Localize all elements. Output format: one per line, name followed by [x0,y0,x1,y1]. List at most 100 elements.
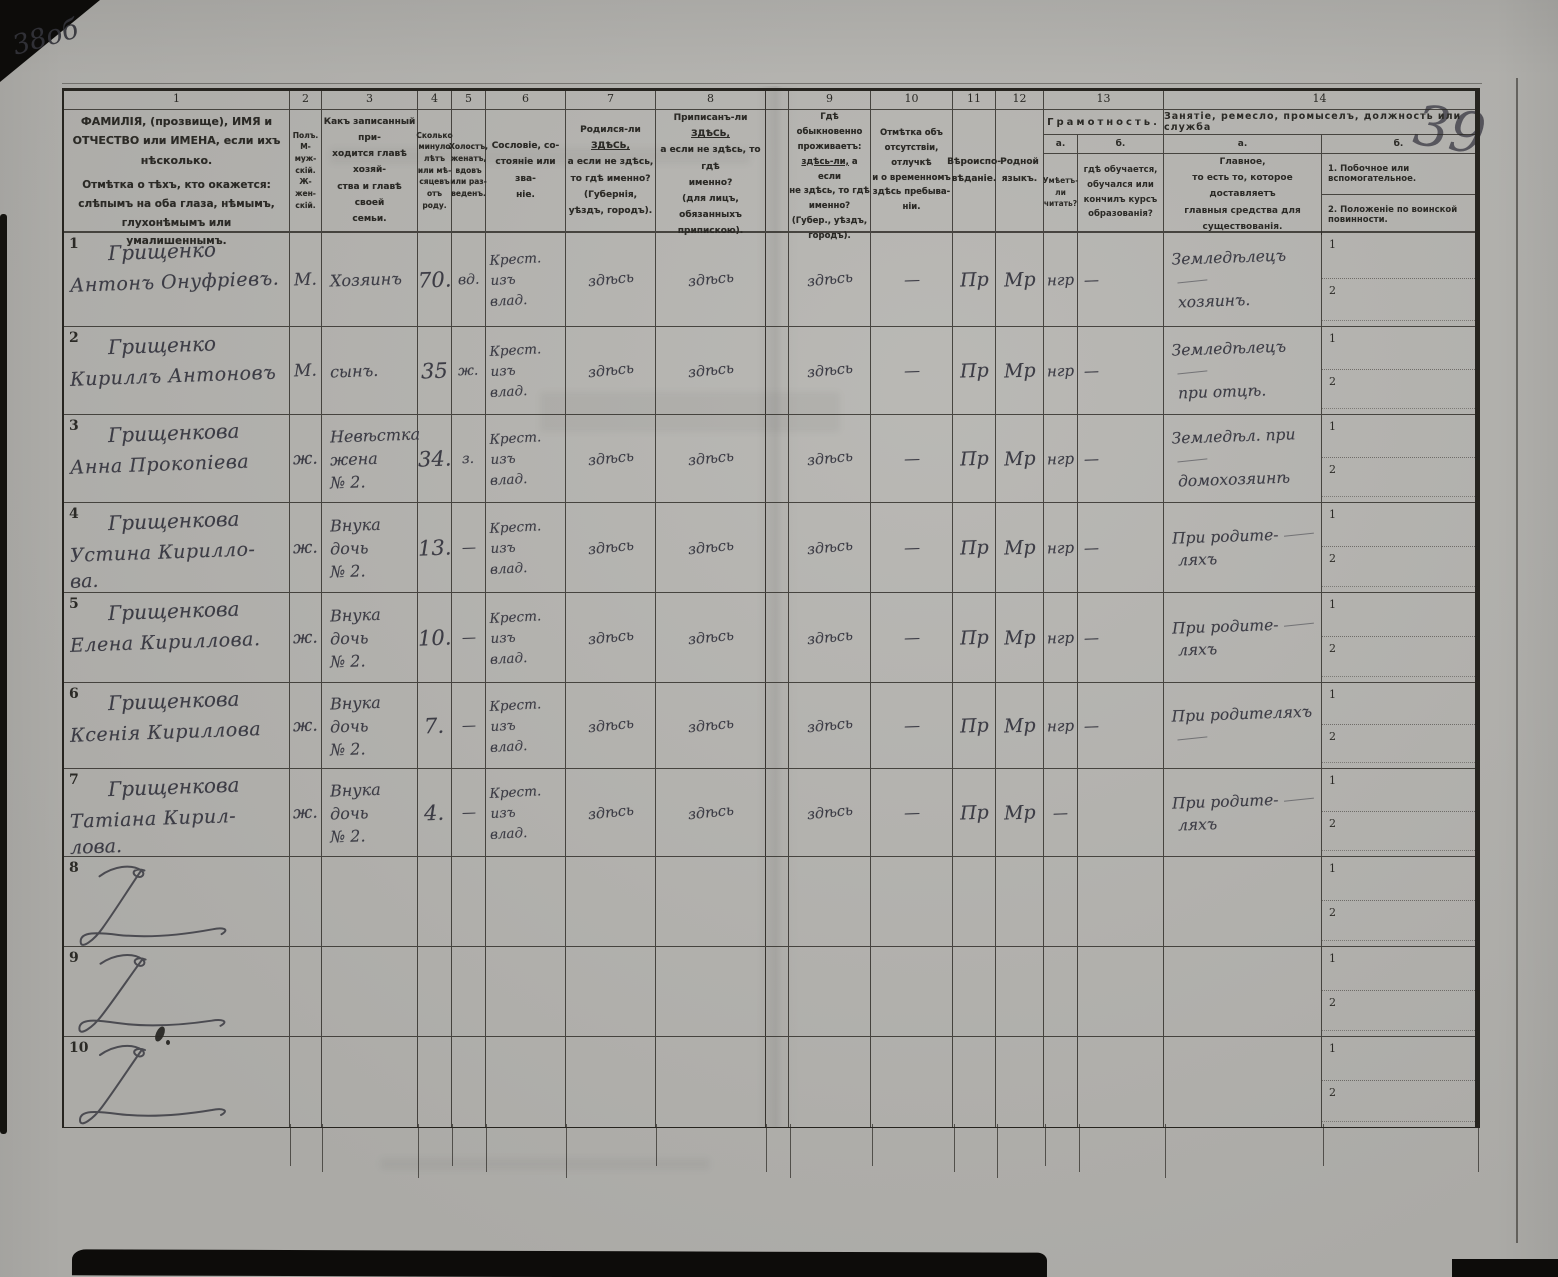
literacy-sub-a: а. Умѣетъ- ли читать? [1043,135,1078,231]
cell-born-here: здѣсь [566,769,656,856]
cell-native-language: Мр [996,503,1044,592]
cell-age [418,857,452,946]
cell-estate: Крест. изъ влад. [486,327,566,414]
name-continuation-handwriting: лова. [69,835,123,859]
cell-marital-status: ж. [452,327,486,414]
cell-main-occupation: При родителяхъ [1164,683,1322,768]
col-literacy-header: 13 Грамотность. а. Умѣетъ- ли читать? б.… [1043,91,1164,231]
table-body: 1 Грищенко Антонъ Онуфріевъ. М. Хозяинъ … [64,233,1475,1127]
given-name-handwriting: Ксенія Кириллова [69,718,262,747]
cell-secondary-occupation: 1 2 [1322,327,1475,414]
column-rule-stub [566,1124,567,1178]
column-rule-stub [486,1124,487,1172]
table-header: 1 ФАМИЛІЯ, (прозвище), ИМЯ и ОТЧЕСТВО ил… [64,91,1475,247]
column-rule-stub [1045,1124,1046,1166]
col-absence-header: 10 Отмѣтка объ отсутствіи, отлучкѣ и о в… [871,91,953,231]
cell-secondary-occupation: 1 2 [1322,1037,1475,1127]
cell-religion: Пр [953,233,996,326]
col-number: 1 [64,91,289,110]
table-row: 5 Грищенкова Елена Кириллова. ж. Внука д… [64,593,1475,683]
cell-religion: Пр [953,769,996,856]
col-name-header: 1 ФАМИЛІЯ, (прозвище), ИМЯ и ОТЧЕСТВО ил… [64,91,290,247]
cell-born-here [566,947,656,1036]
military-status-line-2: 2 [1322,991,1475,1031]
cell-religion: Пр [953,327,996,414]
cell-marital-status: — [452,769,486,856]
col-relation-header: 3 Какъ записанный при- ходится главѣ хоз… [322,91,418,231]
cell-marital-status: — [452,683,486,768]
cell-registered-here: здѣсь [656,593,766,682]
cell-person-name: 1 Грищенко Антонъ Онуфріевъ. [64,233,290,326]
col-name-note: Отмѣтка о тѣхъ, кто окажется: слѣпымъ на… [78,178,275,248]
col-religion-header: 11 Вѣроиспо- вѣданіе. [947,91,1001,231]
cell-can-read [1044,857,1078,946]
cell-education: — [1078,593,1164,682]
cell-relation-to-head: Внука дочь № 2. [322,593,418,682]
secondary-occupation-line-1: 1 [1322,415,1475,458]
cell-religion [953,1037,996,1127]
cell-estate [486,1037,566,1127]
row-number: 10 [69,1040,89,1056]
secondary-occupation-line-1: 1 [1322,593,1475,637]
cell-education [1078,857,1164,946]
cell-person-name: 7 Грищенкова Татіана Кирил- лова. [64,769,290,859]
scan-left-edge-shadow [0,214,7,1134]
cell-age: 34. [417,415,452,502]
cell-relation-to-head [322,857,418,946]
cell-marital-status: — [452,503,486,592]
col-marital-header: 5 Холостъ, женатъ, вдовъ или раз- веденъ… [449,91,488,231]
fold-gap-cell [765,947,789,1036]
cell-main-occupation: При родите- ляхъ [1164,503,1322,592]
cell-marital-status: вд. [452,233,486,326]
cell-main-occupation [1164,1037,1322,1127]
page-edge-crease [1516,78,1518,1243]
cell-estate: Крест. изъ влад. [486,769,566,856]
cell-religion: Пр [953,503,996,592]
cell-usual-residence: здѣсь [789,503,871,592]
cell-marital-status [452,1037,486,1127]
cell-education [1078,769,1164,856]
surname-handwriting: Грищенкова [107,506,240,536]
row-number: 6 [69,686,79,702]
column-rule-stub [1165,1124,1166,1178]
cell-estate [486,947,566,1036]
cell-age: 13. [417,503,452,592]
cell-absence-note: — [871,593,953,682]
cell-relation-to-head: Хозяинъ [322,233,418,326]
cell-can-read: нгр [1044,233,1078,326]
military-status-line-2: 2 [1322,458,1475,498]
column-rule-stub [322,1124,323,1172]
surname-handwriting: Грищенкова [107,772,240,802]
cell-usual-residence: здѣсь [789,769,871,856]
row-number: 9 [69,950,79,966]
cell-secondary-occupation: 1 2 [1322,769,1475,856]
cell-age: 70. [417,233,452,326]
cell-education: — [1078,683,1164,768]
cell-sex: ж. [290,503,322,592]
cell-can-read: нгр [1044,415,1078,502]
cell-person-name: 9 [64,947,290,1036]
fold-gap-cell [765,683,789,768]
cell-relation-to-head: Внука дочь № 2. [322,683,418,768]
cell-born-here: здѣсь [566,415,656,502]
cell-education: — [1078,415,1164,502]
cell-education [1078,1037,1164,1127]
row-number: 1 [69,236,79,252]
cell-relation-to-head [322,947,418,1036]
cell-estate: Крест. изъ влад. [486,233,566,326]
scan-bottom-right-shadow [1452,1259,1558,1277]
military-status-line-2: 2 [1322,901,1475,941]
cell-main-occupation: Земледѣл. при домохозяинѣ [1164,415,1322,502]
cell-secondary-occupation: 1 2 [1322,683,1475,768]
census-table: 1 ФАМИЛІЯ, (прозвище), ИМЯ и ОТЧЕСТВО ил… [62,88,1480,1128]
column-rule-stub [872,1124,873,1166]
cell-marital-status [452,857,486,946]
cell-person-name: 6 Грищенкова Ксенія Кириллова [64,683,290,768]
row-number: 5 [69,596,79,612]
cell-absence-note [871,947,953,1036]
cell-age [418,947,452,1036]
scan-bottom-shadow [71,1249,1048,1277]
table-row: 3 Грищенкова Анна Прокопіева ж. Невѣстка… [64,415,1475,503]
cell-main-occupation: Земледѣлецъ при отцѣ. [1164,327,1322,414]
